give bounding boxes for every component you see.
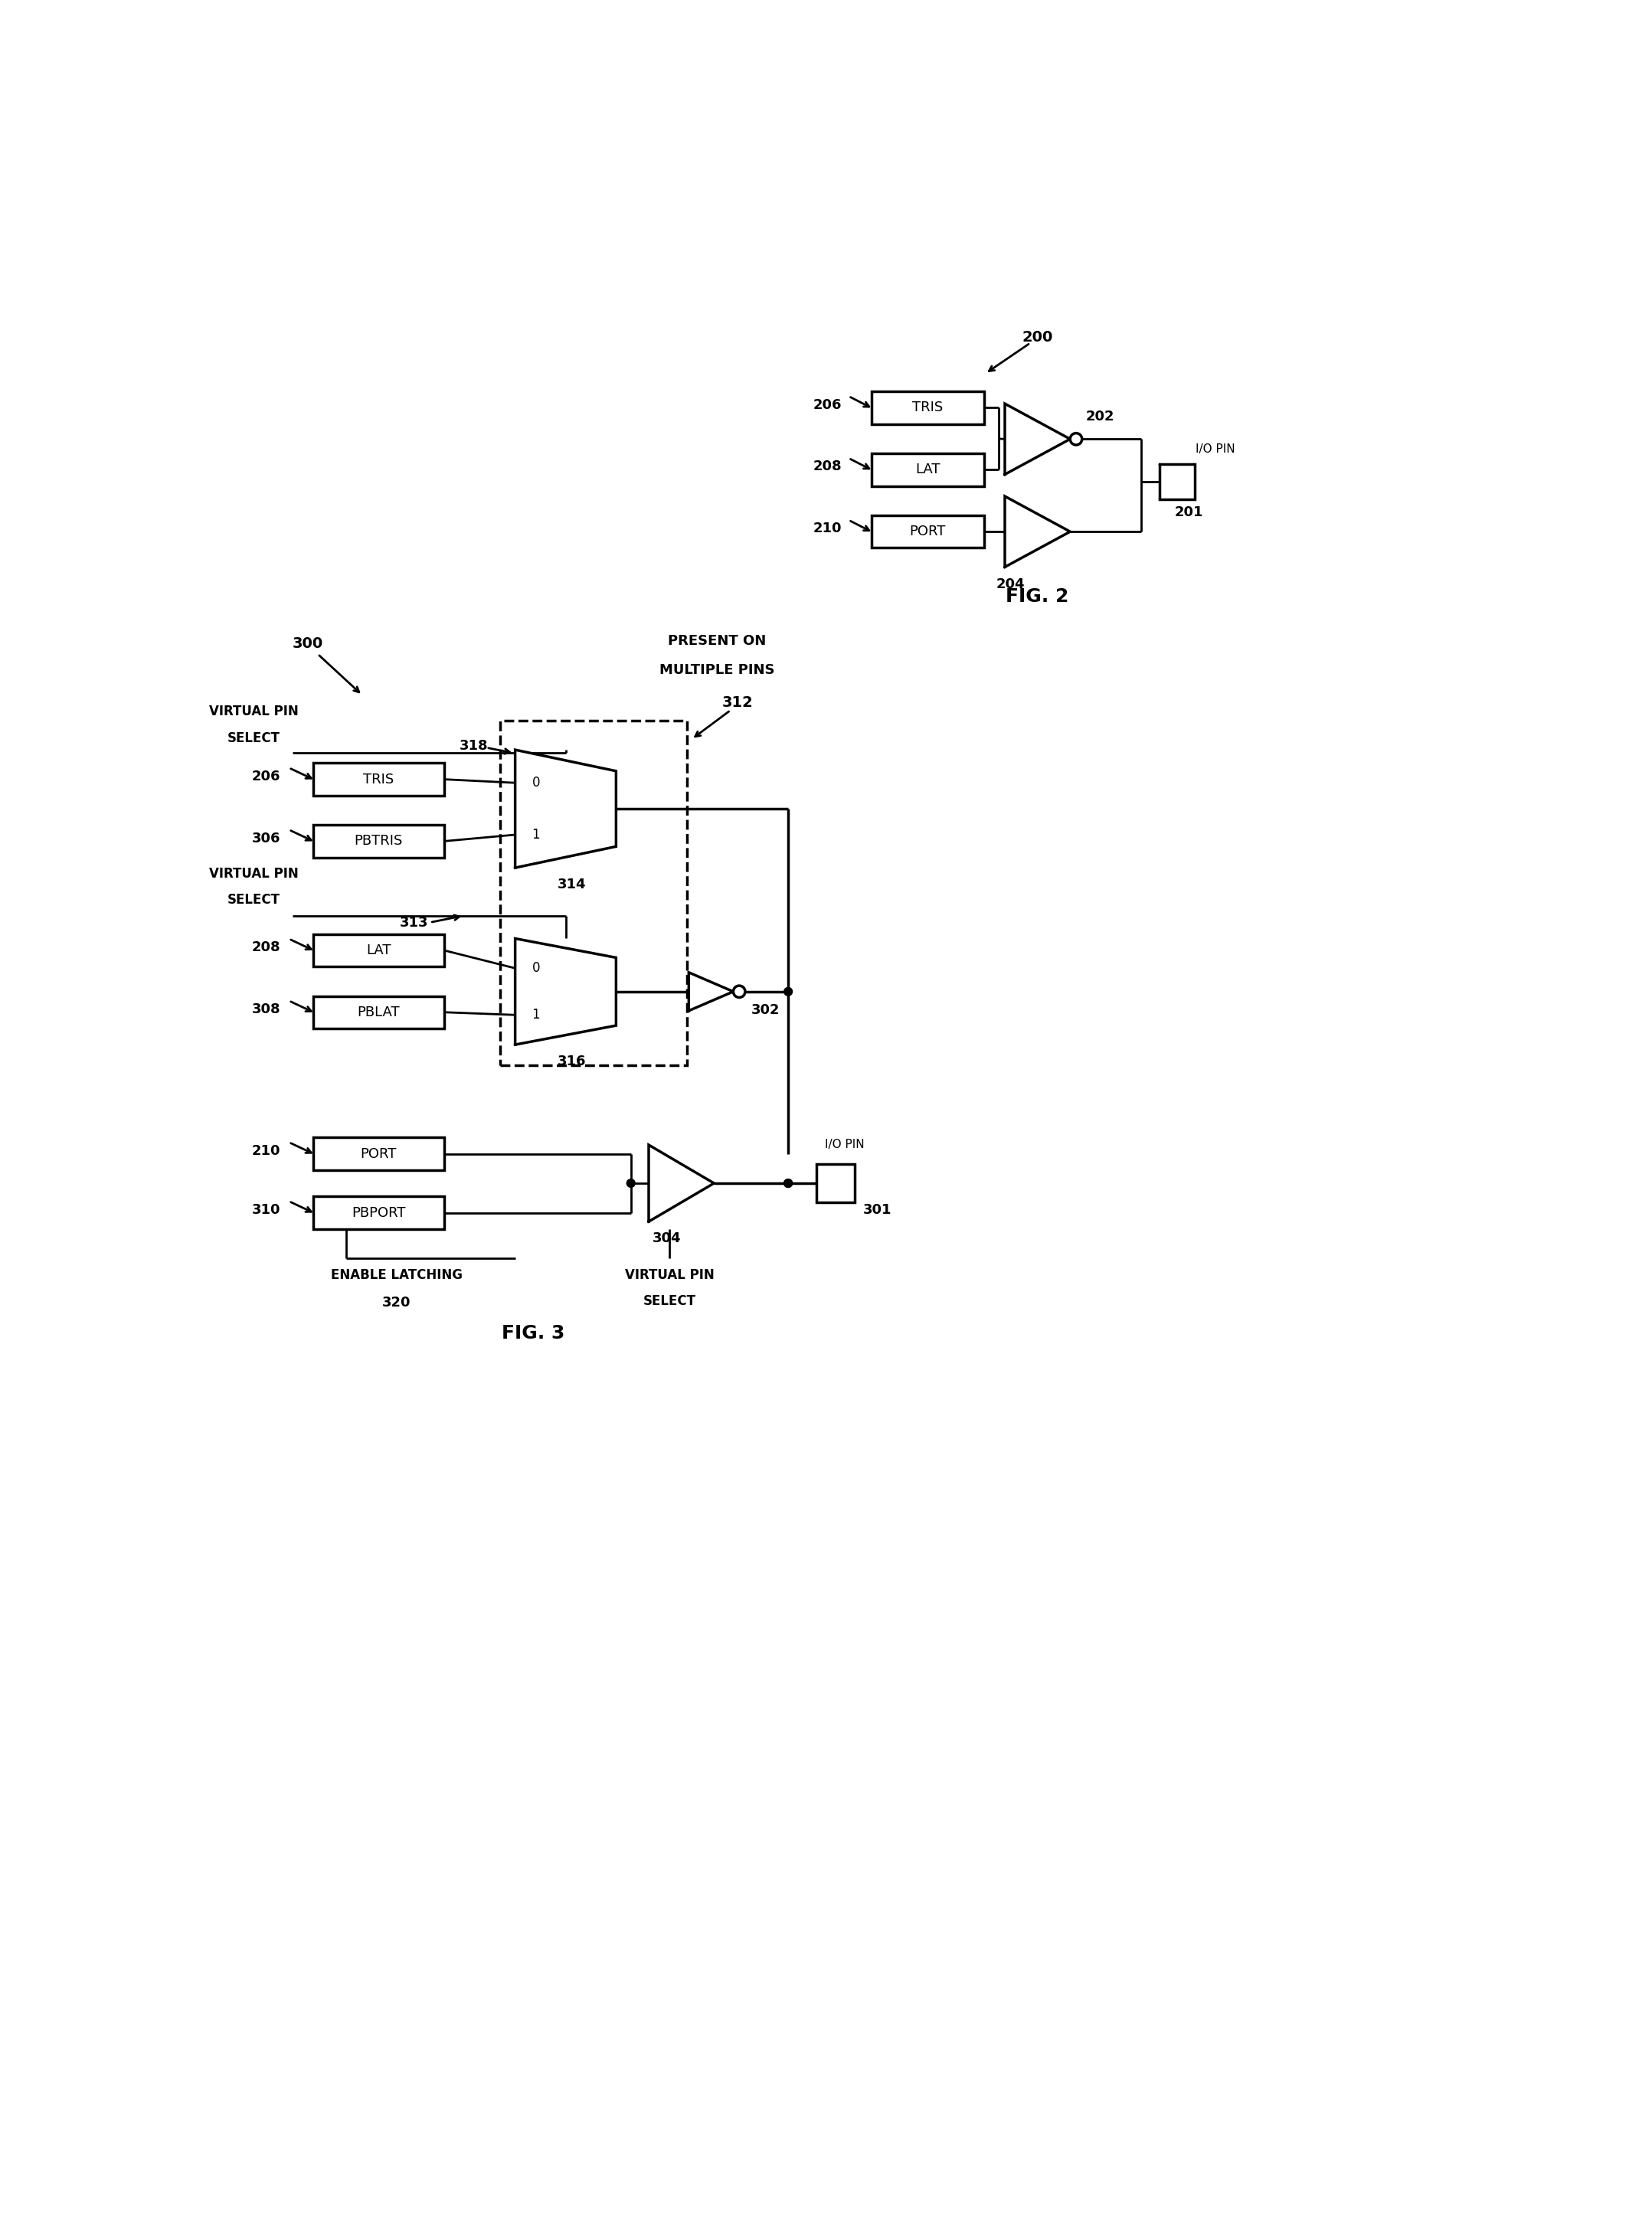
Text: ENABLE LATCHING: ENABLE LATCHING [330, 1269, 463, 1282]
Text: LAT: LAT [367, 943, 392, 956]
Text: I/O PIN: I/O PIN [824, 1140, 864, 1151]
Text: 304: 304 [653, 1231, 681, 1244]
Text: 318: 318 [459, 739, 487, 753]
Text: I/O PIN: I/O PIN [1196, 443, 1236, 454]
Text: 208: 208 [813, 461, 841, 474]
Polygon shape [515, 751, 616, 868]
Polygon shape [1004, 403, 1070, 474]
Bar [314, 934, 444, 968]
Text: TRIS: TRIS [912, 401, 943, 414]
Text: TRIS: TRIS [363, 773, 395, 786]
Text: VIRTUAL PIN: VIRTUAL PIN [624, 1269, 714, 1282]
Text: 301: 301 [862, 1202, 892, 1218]
Bar [314, 764, 444, 795]
Text: 302: 302 [752, 1003, 780, 1018]
Text: 314: 314 [557, 877, 586, 892]
Circle shape [733, 985, 745, 999]
Bar [501, 720, 687, 1065]
Bar [1160, 463, 1194, 498]
Text: LAT: LAT [915, 463, 940, 476]
Bar [314, 1196, 444, 1229]
Text: 0: 0 [532, 961, 540, 974]
Text: VIRTUAL PIN: VIRTUAL PIN [210, 866, 299, 881]
Text: 204: 204 [996, 578, 1026, 591]
Polygon shape [1004, 496, 1070, 567]
Polygon shape [689, 972, 733, 1012]
Text: 210: 210 [813, 523, 841, 536]
Text: 312: 312 [722, 695, 753, 711]
Polygon shape [515, 939, 616, 1045]
Text: 1: 1 [532, 1007, 540, 1023]
Circle shape [626, 1180, 634, 1187]
Text: 1: 1 [532, 828, 540, 841]
Text: 202: 202 [1085, 410, 1113, 423]
Bar [871, 454, 985, 485]
Circle shape [1070, 434, 1082, 445]
Text: PBLAT: PBLAT [357, 1005, 400, 1018]
Bar [871, 392, 985, 425]
Text: 308: 308 [251, 1003, 281, 1016]
Text: 313: 313 [400, 917, 428, 930]
Text: PORT: PORT [910, 525, 947, 538]
Circle shape [785, 1180, 793, 1187]
Bar [816, 1165, 856, 1202]
Circle shape [785, 987, 793, 996]
Text: 0: 0 [532, 775, 540, 790]
Text: 206: 206 [253, 770, 281, 784]
Text: SELECT: SELECT [228, 731, 281, 744]
Text: PBPORT: PBPORT [352, 1207, 406, 1220]
Bar [314, 1138, 444, 1169]
Text: MULTIPLE PINS: MULTIPLE PINS [659, 664, 775, 677]
Text: PORT: PORT [360, 1147, 396, 1160]
Text: 306: 306 [253, 832, 281, 846]
Text: 206: 206 [813, 399, 841, 412]
Bar [314, 996, 444, 1030]
Text: 316: 316 [557, 1054, 586, 1067]
Text: 208: 208 [251, 941, 281, 954]
Text: FIG. 2: FIG. 2 [1006, 587, 1069, 607]
Text: VIRTUAL PIN: VIRTUAL PIN [210, 704, 299, 717]
Text: FIG. 3: FIG. 3 [502, 1324, 565, 1342]
Text: 310: 310 [253, 1202, 281, 1218]
Text: PBTRIS: PBTRIS [355, 835, 403, 848]
Text: PRESENT ON: PRESENT ON [667, 633, 767, 649]
Text: 200: 200 [1023, 330, 1052, 345]
Text: 201: 201 [1175, 505, 1203, 518]
Text: 210: 210 [253, 1145, 281, 1158]
Text: SELECT: SELECT [643, 1293, 695, 1308]
Polygon shape [649, 1145, 714, 1222]
Circle shape [785, 1180, 793, 1187]
Bar [871, 516, 985, 547]
Bar [314, 826, 444, 857]
Text: SELECT: SELECT [228, 892, 281, 908]
Text: 320: 320 [382, 1295, 411, 1308]
Text: 300: 300 [292, 635, 322, 651]
